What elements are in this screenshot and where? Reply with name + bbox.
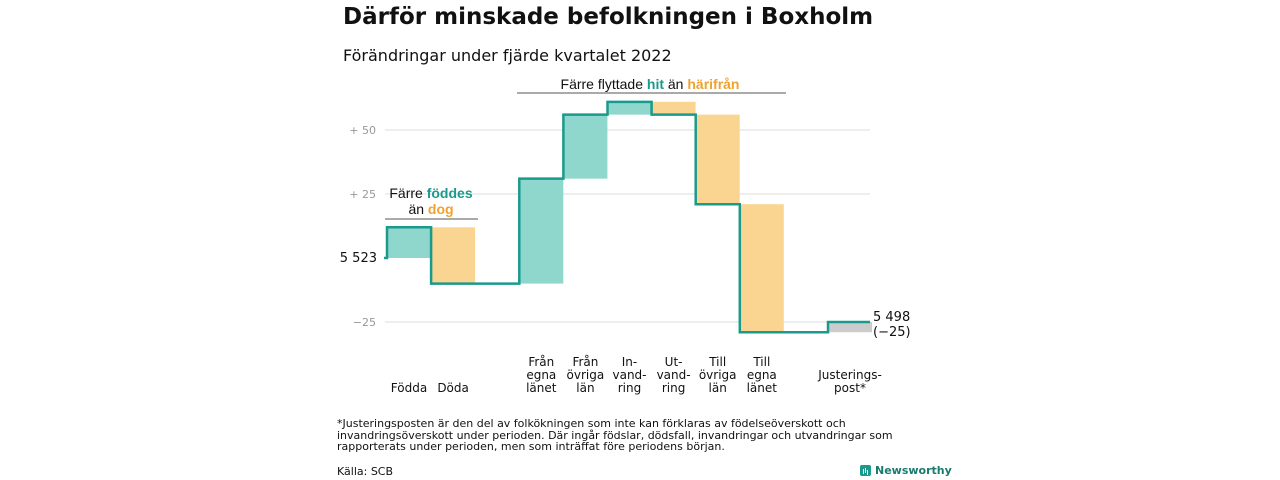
- category-label: Till: [752, 355, 770, 369]
- waterfall-bar: [431, 227, 476, 284]
- waterfall-bar: [607, 101, 652, 115]
- waterfall-bar: [519, 178, 564, 284]
- category-label: länet: [526, 381, 557, 395]
- category-label: egna: [526, 368, 556, 382]
- cumulative-step-line: [384, 100, 870, 334]
- waterfall-bar: [651, 101, 696, 115]
- brand-name: Newsworthy: [875, 464, 952, 477]
- category-label: In-: [622, 355, 637, 369]
- newsworthy-icon: [860, 465, 871, 476]
- category-label: övriga: [699, 368, 737, 382]
- footnote: *Justeringsposten är den del av folkökni…: [337, 417, 893, 453]
- category-label: övriga: [567, 368, 605, 382]
- y-tick-label: + 25: [349, 188, 376, 201]
- brand-logo: Newsworthy: [860, 464, 952, 477]
- category-label: Från: [528, 355, 554, 369]
- waterfall-bar: [739, 204, 784, 333]
- migration-annotation: Färre flyttade hit än härifrån: [561, 76, 740, 92]
- births-annotation-line1: Färre föddes: [389, 185, 472, 201]
- y-tick-label: + 50: [349, 124, 376, 137]
- start-value-label: 5 523: [340, 251, 377, 266]
- y-tick-label: −25: [353, 316, 376, 329]
- chart-subtitle: Förändringar under fjärde kvartalet 2022: [343, 46, 672, 65]
- end-change-label: (−25): [873, 325, 911, 340]
- category-label: Till: [708, 355, 726, 369]
- category-label: Från: [572, 355, 598, 369]
- chart-title: Därför minskade befolkningen i Boxholm: [343, 4, 874, 30]
- waterfall-bar: [563, 114, 608, 179]
- end-value-label: 5 498: [873, 310, 910, 325]
- category-label: vand-: [612, 368, 646, 382]
- category-label: post*: [834, 381, 866, 395]
- waterfall-bar: [695, 114, 740, 205]
- waterfall-bar: [387, 227, 431, 258]
- category-label: Justerings-: [817, 368, 882, 382]
- category-label: Födda: [391, 381, 427, 395]
- category-label: län: [576, 381, 594, 395]
- category-label: länet: [747, 381, 778, 395]
- births-annotation-line2: än dog: [408, 201, 453, 217]
- category-label: län: [709, 381, 727, 395]
- category-label: ring: [618, 381, 642, 395]
- waterfall-bar: [828, 322, 872, 333]
- category-label: Ut-: [665, 355, 683, 369]
- category-label: Döda: [437, 381, 469, 395]
- category-label: egna: [747, 368, 777, 382]
- source-label: Källa: SCB: [337, 465, 394, 478]
- category-label: vand-: [657, 368, 691, 382]
- category-label: ring: [662, 381, 686, 395]
